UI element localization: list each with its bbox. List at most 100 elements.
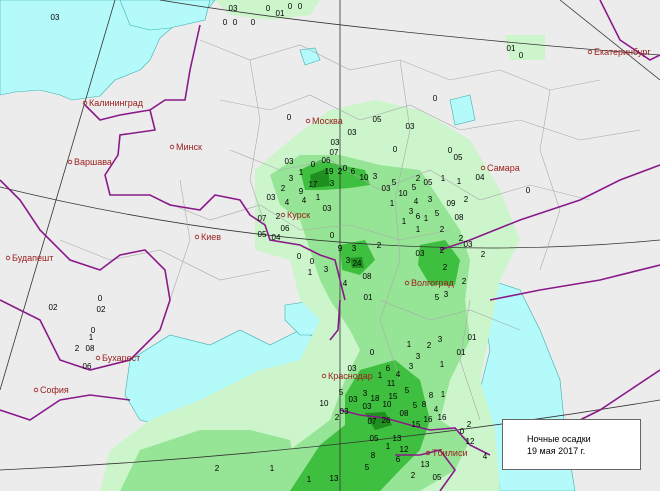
precipitation-value: 07 bbox=[258, 214, 267, 223]
precipitation-value: 5 bbox=[392, 178, 397, 187]
precipitation-value: 4 bbox=[414, 197, 419, 206]
precipitation-value: 0 bbox=[288, 2, 293, 11]
precipitation-value: 0 bbox=[91, 326, 96, 335]
city-marker-icon bbox=[425, 450, 431, 456]
precipitation-value: 26 bbox=[382, 416, 391, 425]
precipitation-value: 0 bbox=[330, 231, 335, 240]
precipitation-value: 5 bbox=[405, 386, 410, 395]
city-marker-icon bbox=[33, 387, 39, 393]
city-marker-icon bbox=[280, 212, 286, 218]
city-label: Волгоград bbox=[411, 278, 454, 288]
precipitation-value: 4 bbox=[285, 198, 290, 207]
precipitation-value: 2 bbox=[416, 174, 421, 183]
city-label: Минск bbox=[176, 142, 202, 152]
precipitation-value: 0 bbox=[343, 164, 348, 173]
precipitation-value: 2 bbox=[440, 246, 445, 255]
city-label: София bbox=[40, 385, 69, 395]
city-label: Калининград bbox=[89, 98, 144, 108]
precipitation-value: 1 bbox=[316, 193, 321, 202]
precipitation-value: 0 bbox=[266, 4, 271, 13]
precipitation-value: 6 bbox=[416, 212, 421, 221]
precipitation-value: 1 bbox=[457, 177, 462, 186]
precipitation-value: 2 bbox=[377, 241, 382, 250]
precipitation-value: 08 bbox=[363, 272, 372, 281]
precipitation-value: 10 bbox=[399, 189, 408, 198]
city-marker-icon bbox=[321, 373, 327, 379]
lake bbox=[449, 94, 476, 126]
precipitation-value: 01 bbox=[507, 44, 516, 53]
precip-area-light-north bbox=[215, 0, 320, 20]
precipitation-value: 0 bbox=[311, 160, 316, 169]
city-labels: Калининград Варшава Минск Москва Курск Киев Бу… bbox=[5, 47, 651, 458]
precipitation-value: 2 bbox=[459, 234, 464, 243]
precipitation-value: 01 bbox=[364, 293, 373, 302]
precipitation-value: 2 bbox=[462, 277, 467, 286]
precipitation-value: 19 bbox=[325, 167, 334, 176]
city-marker-icon bbox=[587, 49, 593, 55]
precipitation-value: 08 bbox=[86, 344, 95, 353]
precipitation-value: 15 bbox=[389, 392, 398, 401]
precipitation-value: 0 bbox=[370, 348, 375, 357]
precipitation-value: 3 bbox=[409, 207, 414, 216]
precipitation-value: 04 bbox=[272, 233, 281, 242]
precipitation-value: 03 bbox=[382, 184, 391, 193]
precipitation-value: 9 bbox=[299, 187, 304, 196]
city-marker-icon bbox=[169, 144, 175, 150]
precipitation-value: 2 bbox=[411, 471, 416, 480]
legend-title: Ночные осадки bbox=[527, 434, 591, 444]
legend-date: 19 мая 2017 г. bbox=[527, 446, 586, 456]
precipitation-value: 0 bbox=[310, 257, 315, 266]
precipitation-value: 1 bbox=[386, 442, 391, 451]
precipitation-value: 05 bbox=[370, 434, 379, 443]
precipitation-value: 05 bbox=[258, 230, 267, 239]
precip-area-heavy bbox=[290, 360, 430, 491]
precipitation-value: 4 bbox=[483, 452, 488, 461]
precipitation-value: 03 bbox=[323, 204, 332, 213]
precipitation-value: 3 bbox=[330, 179, 335, 188]
map-legend: Ночные осадки 19 мая 2017 г. bbox=[502, 419, 641, 470]
city-label: Тбилиси bbox=[432, 448, 468, 458]
precipitation-value: 08 bbox=[455, 213, 464, 222]
precipitation-value: 3 bbox=[324, 265, 329, 274]
precipitation-value: 5 bbox=[435, 293, 440, 302]
precipitation-value: 05 bbox=[373, 115, 382, 124]
precipitation-value: 8 bbox=[371, 451, 376, 460]
precip-area-moderate-west bbox=[120, 430, 300, 491]
precipitation-value: 07 bbox=[330, 148, 339, 157]
city-label: Москва bbox=[312, 116, 343, 126]
precipitation-value: 1 bbox=[407, 340, 412, 349]
precipitation-value: 5 bbox=[412, 183, 417, 192]
precipitation-value: 10 bbox=[360, 173, 369, 182]
precip-area-heavy bbox=[418, 240, 460, 285]
precipitation-value: 0 bbox=[526, 186, 531, 195]
precipitation-value: 1 bbox=[440, 360, 445, 369]
precipitation-value: 03 bbox=[229, 4, 238, 13]
precipitation-value: 4 bbox=[396, 370, 401, 379]
precipitation-value: 13 bbox=[421, 460, 430, 469]
precipitation-value: 12 bbox=[466, 437, 475, 446]
precipitation-value: 03 bbox=[363, 402, 372, 411]
precipitation-value: 1 bbox=[307, 475, 312, 484]
precipitation-value: 3 bbox=[346, 256, 351, 265]
precipitation-value: 0 bbox=[448, 146, 453, 155]
precipitation-value: 10 bbox=[383, 400, 392, 409]
precipitation-value: 11 bbox=[387, 379, 396, 388]
lake bbox=[299, 47, 321, 66]
precipitation-value: 04 bbox=[476, 173, 485, 182]
precipitation-value: 24 bbox=[353, 259, 362, 268]
precipitation-value: 6 bbox=[396, 455, 401, 464]
city-marker-icon bbox=[82, 100, 88, 106]
precipitation-areas bbox=[100, 0, 545, 491]
precipitation-value: 03 bbox=[51, 13, 60, 22]
precipitation-value: 0 bbox=[233, 18, 238, 27]
precipitation-value: 1 bbox=[299, 168, 304, 177]
precipitation-value: 3 bbox=[352, 244, 357, 253]
precipitation-value: 3 bbox=[438, 335, 443, 344]
precipitation-value: 2 bbox=[335, 413, 340, 422]
precipitation-value: 0 bbox=[460, 427, 465, 436]
precipitation-value: 3 bbox=[289, 174, 294, 183]
precipitation-value: 03 bbox=[464, 240, 473, 249]
precipitation-value: 0 bbox=[519, 51, 524, 60]
